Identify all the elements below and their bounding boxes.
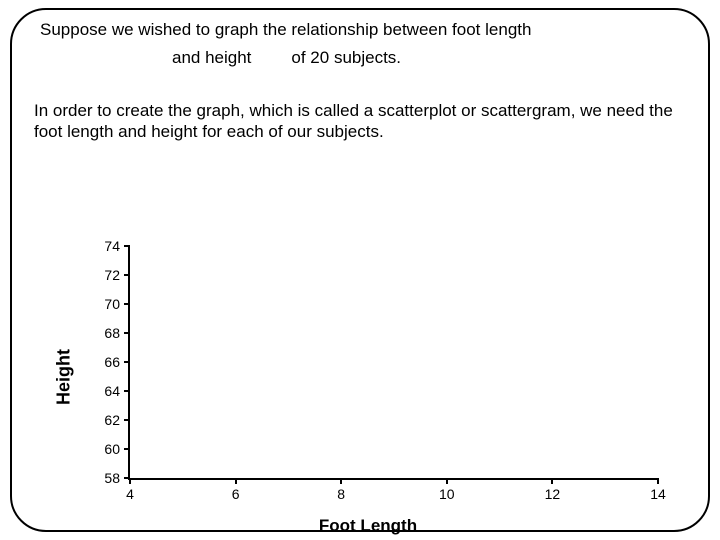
x-tick-label: 12 xyxy=(545,486,561,502)
y-tick-label: 74 xyxy=(104,238,120,254)
y-axis-label: Height xyxy=(54,349,75,405)
y-tick-label: 62 xyxy=(104,412,120,428)
x-tick xyxy=(340,478,342,484)
intro-line-2b: of 20 subjects. xyxy=(291,48,401,67)
x-tick-label: 8 xyxy=(337,486,345,502)
scatter-chart: Height 586062646668707274468101214 Foot … xyxy=(78,246,658,508)
intro-line-2: and height of 20 subjects. xyxy=(172,48,690,68)
y-tick xyxy=(124,390,130,392)
y-tick xyxy=(124,274,130,276)
x-tick-label: 10 xyxy=(439,486,455,502)
y-tick-label: 60 xyxy=(104,441,120,457)
x-tick xyxy=(551,478,553,484)
y-tick xyxy=(124,245,130,247)
x-tick xyxy=(446,478,448,484)
plot-area: 586062646668707274468101214 xyxy=(128,246,658,480)
y-tick-label: 58 xyxy=(104,470,120,486)
y-tick-label: 64 xyxy=(104,383,120,399)
x-axis-label: Foot Length xyxy=(319,516,417,536)
x-tick xyxy=(235,478,237,484)
x-tick-label: 14 xyxy=(650,486,666,502)
y-tick xyxy=(124,448,130,450)
intro-line-2a: and height xyxy=(172,48,251,67)
y-tick-label: 66 xyxy=(104,354,120,370)
x-tick-label: 4 xyxy=(126,486,134,502)
body-paragraph: In order to create the graph, which is c… xyxy=(34,100,686,143)
x-tick xyxy=(129,478,131,484)
y-tick xyxy=(124,361,130,363)
y-tick-label: 70 xyxy=(104,296,120,312)
y-tick xyxy=(124,419,130,421)
y-tick-label: 72 xyxy=(104,267,120,283)
x-tick-label: 6 xyxy=(232,486,240,502)
y-tick xyxy=(124,303,130,305)
intro-line-1: Suppose we wished to graph the relations… xyxy=(40,20,690,40)
x-tick xyxy=(657,478,659,484)
slide-content: Suppose we wished to graph the relations… xyxy=(30,18,690,522)
y-tick xyxy=(124,332,130,334)
y-tick-label: 68 xyxy=(104,325,120,341)
